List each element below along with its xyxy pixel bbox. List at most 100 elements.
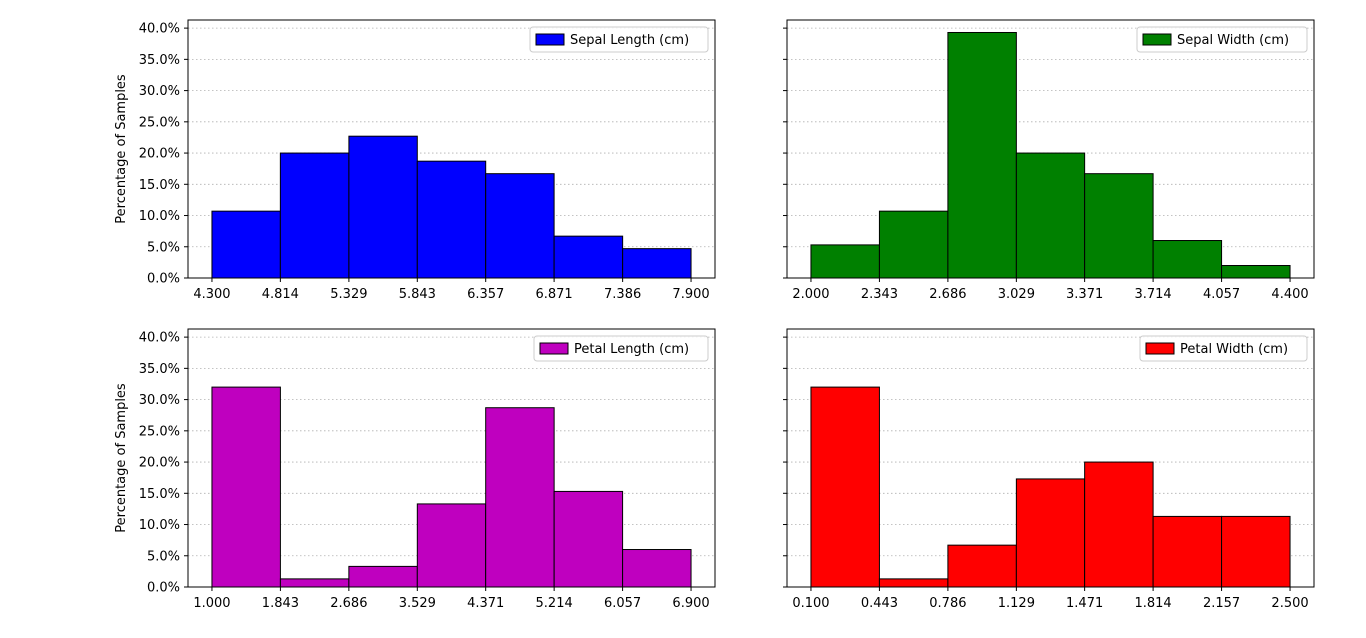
histogram-bar	[485, 173, 555, 279]
legend-box	[529, 26, 709, 53]
axes-frame	[187, 328, 716, 588]
axes-frame	[786, 328, 1315, 588]
y-tick-label: 25.0%	[139, 424, 180, 439]
y-tick-label: 5.0%	[147, 240, 180, 255]
axes-frame	[187, 19, 716, 279]
x-tick-label: 4.057	[1203, 287, 1240, 302]
y-tick-label: 0.0%	[147, 272, 180, 287]
x-tick-label: 6.900	[672, 596, 709, 611]
x-tick-label: 2.343	[861, 287, 898, 302]
histogram-bar	[416, 503, 487, 588]
legend-swatch	[1145, 342, 1175, 355]
y-tick-label: 40.0%	[139, 331, 180, 346]
histogram-bar	[211, 386, 281, 588]
histogram-bar	[1221, 515, 1291, 588]
x-tick-label: 3.529	[399, 596, 436, 611]
x-tick-label: 2.686	[929, 287, 966, 302]
histogram-bar	[810, 244, 880, 279]
legend-box	[1139, 335, 1308, 362]
histogram-bar	[1152, 240, 1223, 279]
x-tick-label: 2.500	[1271, 596, 1308, 611]
x-tick-label: 6.057	[604, 596, 641, 611]
x-tick-label: 4.814	[262, 287, 299, 302]
histogram-bar	[553, 490, 624, 588]
x-tick-label: 2.000	[792, 287, 829, 302]
legend-label: Sepal Length (cm)	[570, 33, 689, 48]
histogram-bar	[348, 135, 418, 279]
x-tick-label: 3.029	[998, 287, 1035, 302]
x-tick-label: 1.843	[262, 596, 299, 611]
histogram-bar	[1015, 152, 1086, 279]
x-tick-label: 2.157	[1203, 596, 1240, 611]
histogram-bar	[1084, 173, 1154, 279]
histogram-bar	[485, 407, 555, 588]
legend-box	[533, 335, 709, 362]
x-tick-label: 6.871	[535, 287, 572, 302]
x-tick-label: 2.686	[330, 596, 367, 611]
y-tick-label: 15.0%	[139, 178, 180, 193]
y-axis-label: Percentage of Samples	[114, 383, 129, 533]
histogram-bar	[622, 549, 692, 588]
histogram-bar	[878, 210, 949, 279]
histogram-panel-2: 2.000 2.343 2.686 3.029 3.371 3.714 4.057 4.400…	[783, 19, 1315, 302]
x-tick-label: 0.100	[792, 596, 829, 611]
y-tick-label: 30.0%	[139, 84, 180, 99]
legend-label: Petal Length (cm)	[574, 342, 689, 357]
x-tick-label: 4.400	[1271, 287, 1308, 302]
x-tick-label: 7.900	[672, 287, 709, 302]
histogram-bar	[1015, 478, 1086, 588]
x-tick-label: 7.386	[604, 287, 641, 302]
x-tick-label: 4.300	[193, 287, 230, 302]
histogram-bar	[279, 152, 350, 279]
legend: Sepal Width (cm)	[1136, 26, 1308, 53]
x-tick-label: 0.786	[929, 596, 966, 611]
legend: Petal Width (cm)	[1139, 335, 1308, 362]
x-tick-label: 6.357	[467, 287, 504, 302]
histogram-bar	[1221, 265, 1291, 279]
histogram-bar	[878, 578, 949, 588]
legend: Sepal Length (cm)	[529, 26, 709, 53]
histogram-bar	[810, 386, 880, 588]
y-tick-label: 25.0%	[139, 115, 180, 130]
legend-swatch	[539, 342, 569, 355]
histogram-panel-1: 0.0% 5.0% 10.0% 15.0% 20.0% 25.0% 30.0% 35.0% 40…	[114, 19, 716, 302]
histogram-bar	[211, 210, 281, 279]
y-tick-label: 10.0%	[139, 518, 180, 533]
histogram-bar	[279, 578, 350, 588]
x-tick-label: 4.371	[467, 596, 504, 611]
x-tick-label: 0.443	[861, 596, 898, 611]
histogram-bar	[553, 235, 624, 279]
histogram-bar	[1084, 461, 1154, 588]
x-tick-label: 5.329	[330, 287, 367, 302]
histogram-bar	[947, 31, 1017, 279]
y-tick-label: 15.0%	[139, 487, 180, 502]
y-axis-label: Percentage of Samples	[114, 74, 129, 224]
x-tick-label: 1.000	[193, 596, 230, 611]
axes-frame	[786, 19, 1315, 279]
y-tick-label: 5.0%	[147, 549, 180, 564]
histogram-bar	[947, 544, 1017, 588]
histogram-panel-4: 0.100 0.443 0.786 1.129 1.471 1.814 2.157 2.500…	[783, 328, 1315, 611]
histogram-panel-3: 0.0% 5.0% 10.0% 15.0% 20.0% 25.0% 30.0% 35.0% 40…	[114, 328, 716, 611]
x-tick-label: 1.471	[1066, 596, 1103, 611]
y-tick-label: 35.0%	[139, 362, 180, 377]
histogram-bar	[1152, 515, 1223, 588]
legend-swatch	[1142, 33, 1172, 46]
x-tick-label: 1.814	[1134, 596, 1171, 611]
x-tick-label: 5.843	[399, 287, 436, 302]
histogram-bar	[348, 565, 418, 588]
y-tick-label: 0.0%	[147, 581, 180, 596]
legend-swatch	[535, 33, 565, 46]
legend-label: Petal Width (cm)	[1180, 342, 1288, 357]
x-tick-label: 3.371	[1066, 287, 1103, 302]
legend-label: Sepal Width (cm)	[1177, 33, 1289, 48]
legend-box	[1136, 26, 1308, 53]
x-tick-label: 1.129	[998, 596, 1035, 611]
histogram-bar	[416, 160, 487, 279]
y-tick-label: 20.0%	[139, 456, 180, 471]
y-tick-label: 10.0%	[139, 209, 180, 224]
y-tick-label: 35.0%	[139, 53, 180, 68]
y-tick-label: 30.0%	[139, 393, 180, 408]
histogram-bar	[622, 248, 692, 279]
